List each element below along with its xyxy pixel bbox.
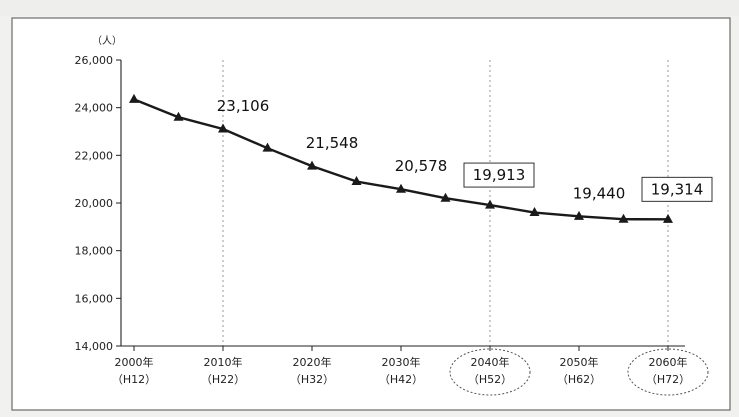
data-point-marker <box>307 160 317 170</box>
data-point-marker <box>351 176 362 186</box>
y-tick-label: 24,000 <box>75 102 114 115</box>
x-tick-sublabel: （H42） <box>379 373 423 386</box>
x-tick-highlight-circle-2060 <box>627 348 709 396</box>
data-point-marker <box>129 93 139 103</box>
data-point-marker <box>218 123 228 133</box>
data-labels-layer: 23,106 21,548 20,578 19,913 19,440 19,314 <box>217 97 713 202</box>
x-tick-sublabel: （H62） <box>557 373 601 386</box>
data-label: 19,314 <box>651 180 704 198</box>
x-tick-label: 2000年 <box>115 355 154 369</box>
data-point-marker <box>574 210 584 220</box>
y-axis-ticks: 26,000 24,000 22,000 20,000 18,000 16,000 14,0… <box>75 54 121 353</box>
y-tick-label: 22,000 <box>75 149 114 162</box>
x-axis-ticks: 2000年 （H12） 2010年 （H22） 2020年 （H32） 2030年 （H42）… <box>112 346 709 396</box>
y-tick-label: 14,000 <box>75 340 114 353</box>
x-tick-label: 2040年 <box>471 355 510 369</box>
data-label-box <box>641 176 713 202</box>
data-label: 20,578 <box>395 157 448 175</box>
data-label: 21,548 <box>306 134 359 152</box>
x-tick-label: 2050年 <box>560 355 599 369</box>
y-tick-label: 26,000 <box>75 54 114 67</box>
x-tick-label: 2030年 <box>382 355 421 369</box>
data-point-marker <box>262 142 273 152</box>
top-strip-background <box>0 0 739 16</box>
x-tick-label: 2020年 <box>293 355 332 369</box>
x-tick-sublabel: （H72） <box>646 373 690 386</box>
data-label: 19,440 <box>573 184 626 202</box>
x-tick-label: 2010年 <box>204 355 243 369</box>
x-tick-sublabel: （H52） <box>468 373 512 386</box>
markers-layer <box>129 93 673 223</box>
x-tick-sublabel: （H32） <box>290 373 334 386</box>
x-tick-sublabel: （H22） <box>201 373 245 386</box>
data-label: 23,106 <box>217 97 270 115</box>
y-tick-label: 20,000 <box>75 197 114 210</box>
data-label: 19,913 <box>473 166 526 184</box>
data-point-marker <box>663 213 673 223</box>
data-point-marker <box>440 192 451 202</box>
x-tick-sublabel: （H12） <box>112 373 156 386</box>
y-tick-label: 16,000 <box>75 292 114 305</box>
data-point-marker <box>396 183 406 193</box>
x-tick-label: 2060年 <box>649 355 688 369</box>
data-point-marker <box>173 111 184 121</box>
y-tick-label: 18,000 <box>75 245 114 258</box>
data-point-marker <box>485 199 495 209</box>
data-label-box <box>463 162 535 188</box>
chart-frame <box>11 17 731 411</box>
data-point-marker <box>618 213 629 223</box>
x-tick-highlight-circle-2040 <box>449 348 531 396</box>
data-point-marker <box>529 207 540 217</box>
y-axis-unit-label: （人） <box>92 35 122 47</box>
